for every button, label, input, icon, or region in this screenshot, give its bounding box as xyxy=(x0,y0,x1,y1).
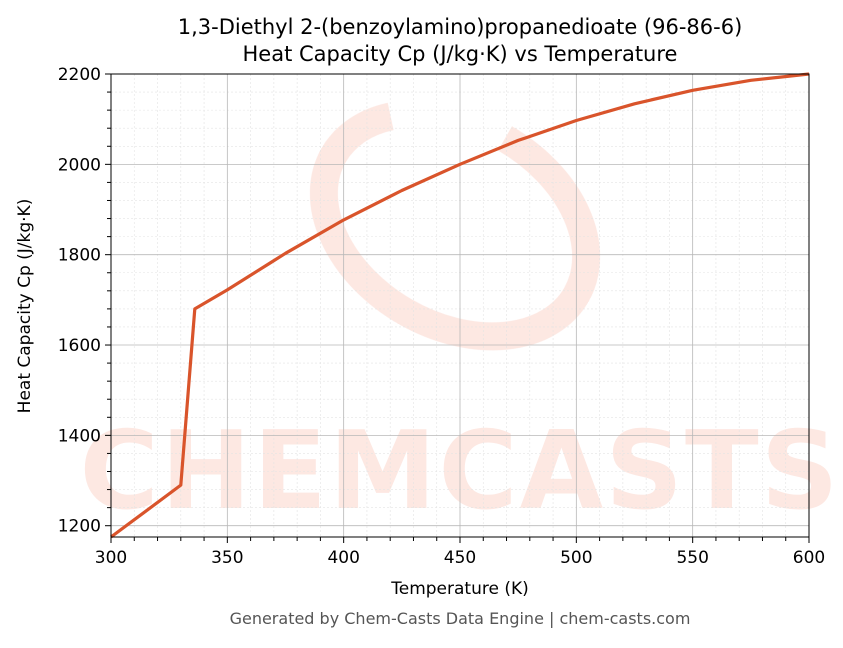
chart-title: 1,3-Diethyl 2-(benzoylamino)propanedioat… xyxy=(178,15,743,39)
y-tick-label: 2000 xyxy=(58,155,101,175)
y-axis-ticks: 1200 1400 1600 1800 2000 2200 xyxy=(58,65,111,537)
series-line xyxy=(110,72,810,539)
x-tick-label: 350 xyxy=(211,548,243,568)
x-axis-ticks: 300 350 400 450 500 550 600 xyxy=(95,537,825,568)
x-tick-label: 400 xyxy=(327,548,359,568)
x-tick-label: 500 xyxy=(560,548,592,568)
series-layer xyxy=(110,72,810,539)
x-tick-label: 450 xyxy=(444,548,476,568)
y-tick-label: 1600 xyxy=(58,336,101,356)
x-tick-label: 300 xyxy=(95,548,127,568)
x-tick-label: 550 xyxy=(676,548,708,568)
x-tick-label: 600 xyxy=(793,548,825,568)
y-axis-label: Heat Capacity Cp (J/kg·K) xyxy=(15,199,35,414)
y-tick-label: 2200 xyxy=(58,65,101,85)
chart-subtitle: Heat Capacity Cp (J/kg·K) vs Temperature xyxy=(243,42,678,66)
y-tick-label: 1200 xyxy=(58,517,101,537)
x-axis-label: Temperature (K) xyxy=(390,579,529,599)
y-tick-label: 1400 xyxy=(58,426,101,446)
y-tick-label: 1800 xyxy=(58,246,101,266)
footer-credit: Generated by Chem-Casts Data Engine | ch… xyxy=(230,609,691,628)
